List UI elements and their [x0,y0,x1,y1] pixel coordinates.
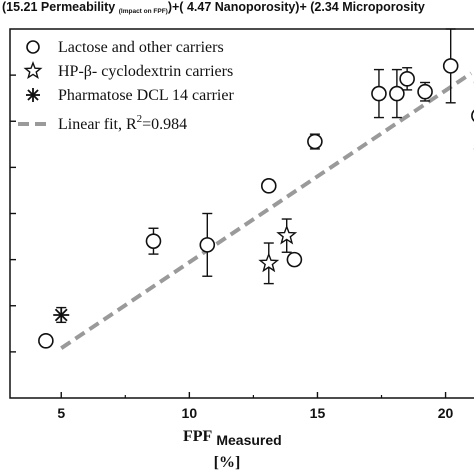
data-point-circle [471,109,474,122]
data-point-star [276,224,298,245]
series-asterisk [53,306,70,324]
x-axis-label-main: FPF [183,428,213,445]
legend-star-marker [23,61,43,80]
legend-label-hpbcd: HP-β- cyclodextrin carriers [58,63,233,80]
chart-title-subscript: (Impact on FPF) [119,8,168,15]
linear-fit-line [60,71,473,350]
series-star [258,218,298,285]
data-point-circle [199,237,216,253]
legend-label-lactose: Lactose and other carriers [58,39,224,56]
data-point-circle [399,71,415,87]
data-point-circle [417,83,433,100]
x-axis-unit: [%] [214,454,241,471]
legend-asterisk-marker [26,88,40,102]
legend-fit-text: Linear fit, R [58,116,137,133]
chart-title-part-b: )+( 4.47 Nanoporosity)+ (2.34 Microporos… [168,0,425,14]
asterisk-stroke [54,308,68,322]
data-point-circle [307,133,323,150]
data-point-circle [260,178,277,194]
legend-fit-superscript: 2 [137,113,143,125]
plot-area [10,28,474,353]
x-axis-label: FPF Measured [183,428,282,448]
series-circle [38,28,474,349]
chart-title: (15.21 Permeability (Impact on FPF))+( 4… [2,0,425,15]
data-point-circle [145,233,162,249]
x-axis: 5 10 15 20 [57,392,454,421]
data-point-circle [389,85,405,102]
legend: Lactose and other carriers HP-β- cyclode… [18,39,234,133]
data-point-star [258,252,280,273]
legend-fit-value: =0.984 [142,116,187,133]
asterisk-stroke [27,89,39,101]
data-point-circle [38,333,54,349]
legend-circle-marker [26,40,40,54]
data-point-circle [442,58,459,74]
x-tick-label: 5 [57,405,65,421]
legend-label-pharmatose: Pharmatose DCL 14 carrier [58,87,234,104]
data-point-circle [371,85,387,102]
chart-title-part-a: (15.21 Permeability [2,0,119,14]
data-point-asterisk [53,306,70,323]
x-axis-label-subscript: Measured [216,432,281,448]
legend-label-fit: Linear fit, R2=0.984 [58,113,187,133]
plot-frame [9,28,474,399]
x-tick-label: 20 [438,405,454,421]
data-point-circle [286,251,303,268]
x-tick-label: 10 [182,405,198,421]
x-tick-label: 15 [310,405,326,421]
